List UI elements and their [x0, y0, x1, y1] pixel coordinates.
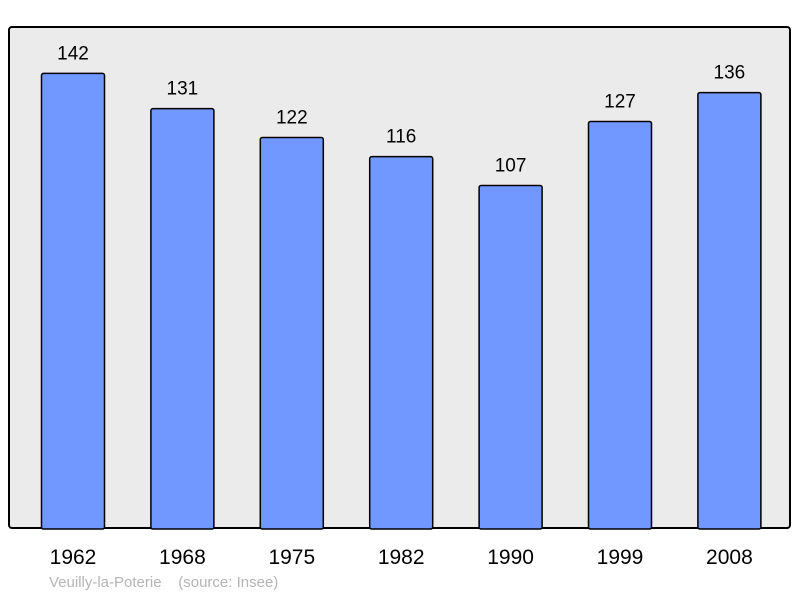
x-tick-1975: 1975 [268, 546, 315, 569]
x-tick-1968: 1968 [159, 546, 206, 569]
data-label-1999: 127 [604, 91, 636, 112]
x-tick-2008: 2008 [706, 546, 753, 569]
place-name: Veuilly-la-Poterie [49, 574, 162, 591]
bar-1968 [150, 107, 215, 530]
data-label-2008: 136 [714, 63, 746, 84]
bar-1999 [587, 120, 653, 530]
bar-1982 [368, 155, 434, 530]
data-label-1982: 116 [386, 127, 416, 148]
x-tick-1990: 1990 [487, 546, 534, 569]
data-label-1962: 142 [57, 43, 89, 64]
x-tick-1999: 1999 [597, 546, 644, 569]
bar-1990 [478, 184, 543, 530]
bar-1962 [40, 72, 106, 530]
chart-caption: Veuilly-la-Poterie (source: Insee) [49, 574, 278, 591]
data-label-1968: 131 [167, 79, 199, 100]
data-label-1990: 107 [495, 155, 527, 176]
x-tick-1962: 1962 [50, 546, 97, 569]
source-note: (source: Insee) [178, 574, 279, 591]
bar-2008 [697, 91, 762, 530]
x-tick-1982: 1982 [378, 546, 425, 569]
bar-1975 [259, 136, 325, 530]
data-label-1975: 122 [276, 107, 308, 128]
